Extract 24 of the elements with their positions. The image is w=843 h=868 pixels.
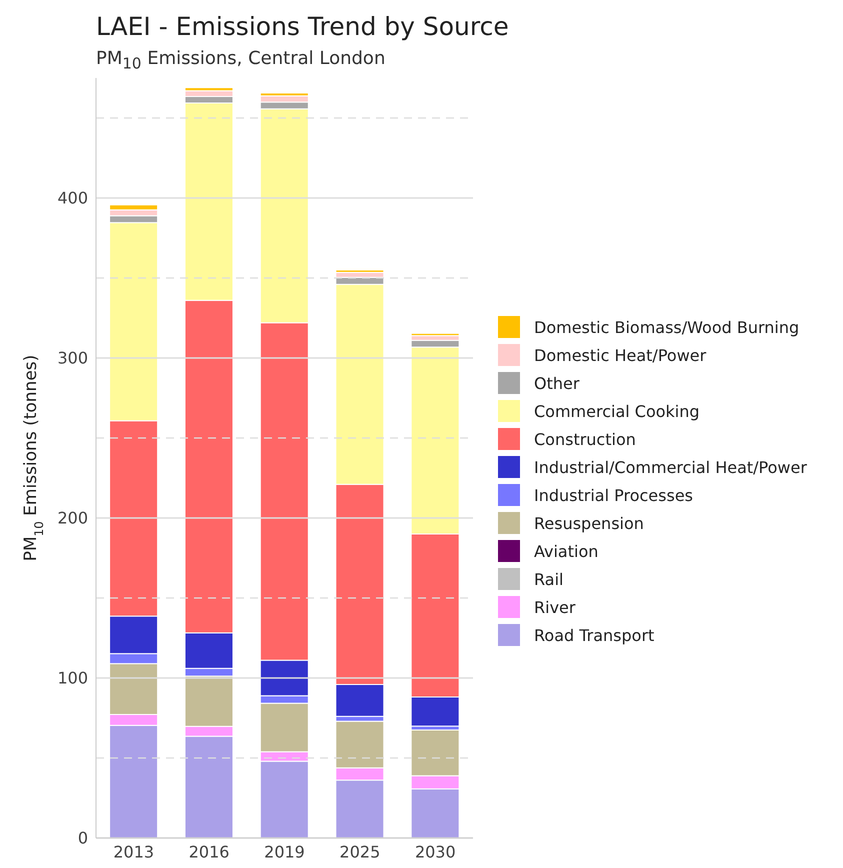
x-tick-label: 2013 — [113, 842, 154, 862]
legend-label: Aviation — [534, 542, 598, 560]
legend-label: Commercial Cooking — [534, 402, 700, 420]
legend-label: River — [534, 598, 576, 616]
legend-label: Industrial Processes — [534, 486, 693, 504]
legend-label: Resuspension — [534, 514, 644, 532]
legend-label: Road Transport — [534, 626, 654, 644]
y-tick-label: 100 — [57, 668, 88, 688]
legend-label: Domestic Heat/Power — [534, 346, 706, 364]
y-tick-label: 0 — [78, 828, 88, 848]
y-tick-label: 200 — [57, 508, 88, 528]
y-tick-label: 300 — [57, 348, 88, 368]
chart-title: LAEI - Emissions Trend by Source — [96, 12, 509, 41]
x-tick-label: 2016 — [188, 842, 230, 862]
chart-subtitle: PM$_{10}$ Emissions, Central London — [96, 48, 386, 73]
legend-label: Rail — [534, 570, 564, 588]
x-tick-label: 2019 — [264, 842, 305, 862]
x-tick-label: 2025 — [340, 842, 380, 862]
y-tick-label: 400 — [57, 188, 88, 208]
legend-label: Domestic Biomass/Wood Burning — [534, 318, 800, 336]
legend-label: Construction — [534, 430, 636, 448]
legend-label: Other — [534, 374, 580, 392]
legend-label: Industrial/Commercial Heat/Power — [534, 458, 807, 476]
x-tick-label: 2030 — [414, 842, 456, 862]
